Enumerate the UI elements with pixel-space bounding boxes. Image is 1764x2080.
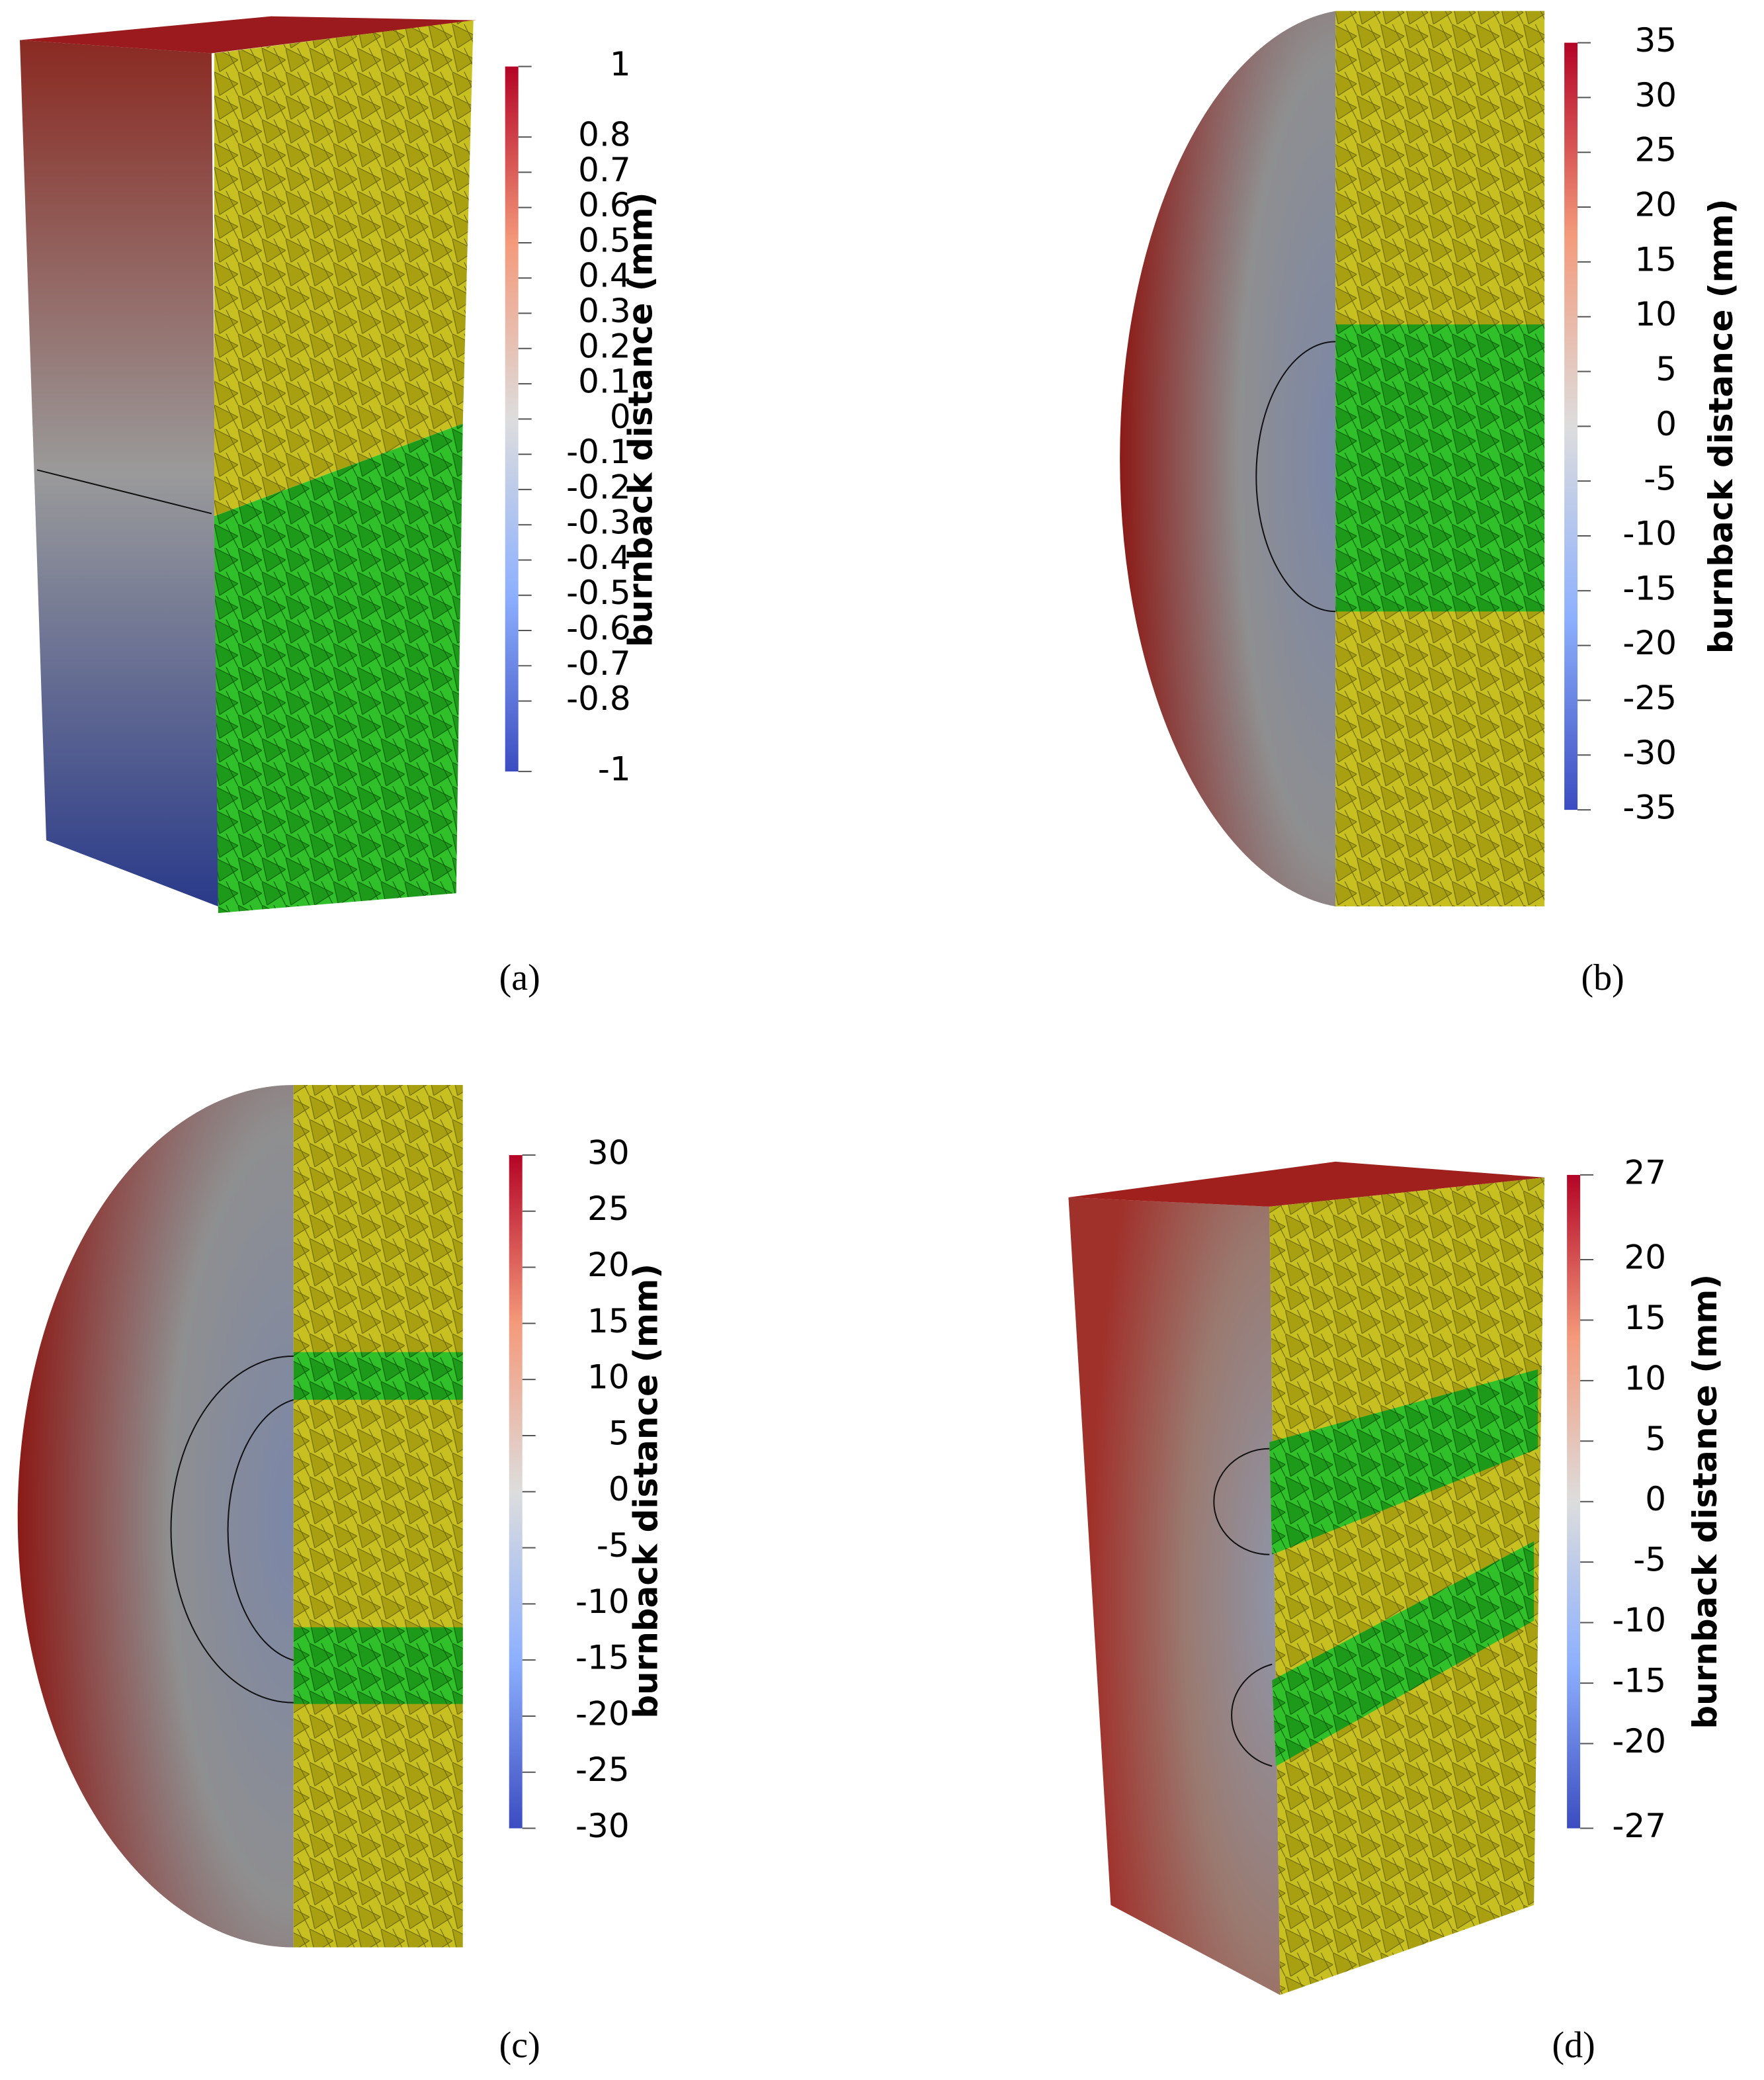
tick-label: -1	[598, 750, 631, 789]
tick-label: 27	[1624, 1153, 1666, 1192]
colorbar-title: burnback distance (mm)	[1702, 198, 1740, 654]
tick-label: -0.8	[566, 679, 631, 718]
tick-label: -10	[1612, 1601, 1666, 1639]
tick-label: 5	[1645, 1420, 1666, 1458]
colorbar-title: burnback distance (mm)	[1686, 1274, 1724, 1729]
panel-label: (d)	[1552, 2024, 1595, 2065]
tick-label: 0.4	[578, 257, 630, 295]
tick-label: 35	[1634, 21, 1677, 60]
tick-label: -0.1	[566, 433, 631, 471]
tick-label: -20	[1622, 624, 1677, 662]
colorbar-title: burnback distance (mm)	[627, 1264, 665, 1719]
render-b	[1120, 11, 1545, 907]
tick-label: -30	[575, 1807, 630, 1845]
tick-label: -15	[1622, 569, 1677, 607]
tick-label: 15	[587, 1302, 630, 1340]
tick-label: -10	[575, 1582, 630, 1621]
colorbar	[1564, 42, 1578, 810]
tick-label: -15	[575, 1639, 630, 1677]
tick-label: 0.1	[578, 363, 630, 401]
tick-label: 0.7	[578, 151, 630, 189]
tick-label: 15	[1634, 240, 1677, 279]
tick-label: -10	[1622, 515, 1677, 553]
tick-label: 30	[587, 1133, 630, 1172]
tick-label: 10	[1624, 1359, 1666, 1397]
tick-label: -0.7	[566, 644, 631, 683]
render-d	[1068, 1161, 1545, 1995]
render-a	[19, 16, 476, 914]
render-c	[17, 1084, 463, 1948]
tick-label: 20	[1624, 1238, 1666, 1276]
colorbar	[1567, 1174, 1581, 1829]
tick-label: 0.2	[578, 327, 630, 365]
tick-label: 20	[1634, 186, 1677, 224]
tick-label: -0.4	[566, 539, 631, 577]
tick-label: 0.5	[578, 221, 630, 259]
tick-label: 15	[1624, 1299, 1666, 1337]
tick-label: -0.3	[566, 503, 631, 542]
tick-label: -0.2	[566, 468, 631, 506]
tick-label: 5	[1656, 350, 1677, 388]
tick-label: -27	[1612, 1807, 1666, 1845]
panel-label: (c)	[499, 2024, 540, 2065]
tick-label: 5	[609, 1414, 630, 1452]
tick-label: 0	[1656, 405, 1677, 443]
tick-label: 0.3	[578, 292, 630, 330]
tick-label: -0.5	[566, 574, 631, 612]
tick-label: -20	[575, 1694, 630, 1733]
tick-label: 25	[1634, 131, 1677, 169]
tick-label: -20	[1612, 1722, 1666, 1760]
colorbar	[509, 1154, 523, 1829]
tick-label: 1	[610, 45, 631, 83]
panel-label: (a)	[499, 957, 540, 998]
tick-label: -0.6	[566, 609, 631, 648]
tick-label: -25	[1622, 679, 1677, 717]
tick-label: -5	[597, 1526, 630, 1565]
tick-label: 0.8	[578, 116, 630, 154]
tick-label: -5	[1633, 1541, 1666, 1579]
tick-label: -15	[1612, 1662, 1666, 1700]
colorbar-title: burnback distance (mm)	[622, 192, 660, 647]
panel-label: (b)	[1581, 957, 1624, 998]
tick-label: 30	[1634, 76, 1677, 114]
tick-label: 10	[1634, 295, 1677, 333]
tick-label: 10	[587, 1358, 630, 1397]
tick-label: 20	[587, 1246, 630, 1284]
tick-label: 0	[609, 1470, 630, 1508]
tick-label: 25	[587, 1190, 630, 1228]
colorbar	[505, 66, 519, 772]
tick-label: -25	[575, 1751, 630, 1789]
tick-label: 0	[1645, 1480, 1666, 1518]
tick-label: 0.6	[578, 186, 630, 224]
tick-label: -5	[1644, 460, 1677, 498]
tick-label: -35	[1622, 789, 1677, 827]
tick-label: -30	[1622, 734, 1677, 772]
tick-label: 0	[610, 398, 631, 436]
